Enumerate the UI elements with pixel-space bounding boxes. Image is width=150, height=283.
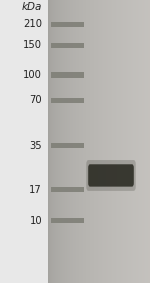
Text: 150: 150	[23, 40, 42, 50]
Bar	[51, 22, 84, 27]
Text: 100: 100	[23, 70, 42, 80]
Bar	[51, 187, 84, 192]
Text: kDa: kDa	[22, 2, 42, 12]
FancyBboxPatch shape	[86, 160, 136, 191]
Bar	[51, 143, 84, 148]
Text: 35: 35	[29, 141, 42, 151]
Text: 210: 210	[23, 19, 42, 29]
Bar	[51, 43, 84, 48]
FancyBboxPatch shape	[88, 164, 134, 187]
Bar	[0, 0, 48, 283]
Text: 10: 10	[29, 216, 42, 226]
Bar	[51, 72, 84, 78]
Text: 17: 17	[29, 185, 42, 195]
Bar	[51, 98, 84, 103]
Text: 70: 70	[29, 95, 42, 106]
Bar	[51, 218, 84, 223]
